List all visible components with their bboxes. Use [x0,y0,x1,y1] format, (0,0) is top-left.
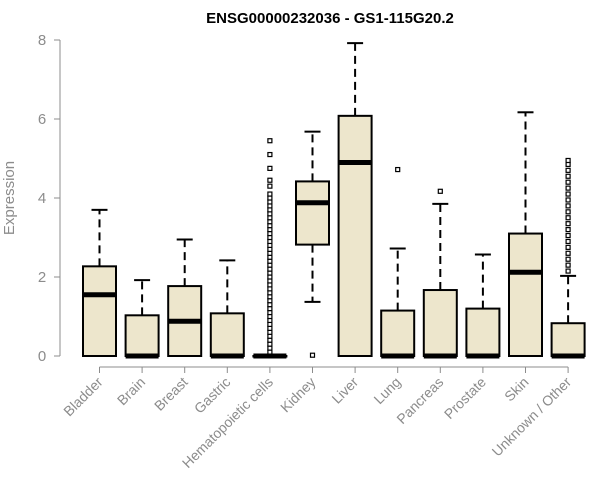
x-tick-label: Bladder [60,374,106,420]
outlier-point [565,197,571,203]
x-tick-label: Breast [151,374,191,414]
outlier-point [565,157,571,164]
box-body [337,114,373,357]
outlier-point [267,138,273,144]
outlier-point [565,167,571,173]
box-body [422,289,458,357]
box-body [380,309,416,358]
outlier-point [565,227,571,233]
outlier-point [565,179,571,185]
outlier-point [437,188,443,194]
outlier-point [267,151,273,158]
box-pancreas [422,188,458,359]
y-axis-label: Expression [1,161,18,235]
x-tick-label: Pancreas [393,374,446,427]
y-tick-label: 4 [38,190,46,207]
box-body [550,322,586,357]
x-tick-label: Liver [328,374,361,407]
box-gastric [209,259,245,359]
outlier-point [565,256,571,262]
outlier-point [267,191,273,197]
outlier-point [395,166,401,173]
outlier-point [565,262,571,268]
x-tick-label: Brain [114,374,148,408]
y-tick-label: 0 [38,348,46,365]
outlier-point [267,177,273,183]
box-body [124,314,160,358]
outlier-point [565,191,571,197]
boxes-layer [82,42,586,359]
outlier-point [267,165,273,171]
outlier-point [565,173,571,179]
outlier-point [309,352,316,358]
outlier-point [565,268,571,274]
outlier-point [565,238,571,245]
box-skin [508,111,543,357]
box-body [508,232,543,357]
box-body [465,307,501,358]
box-bladder [82,208,117,357]
outlier-point [565,250,571,256]
y-tick-label: 6 [38,111,46,128]
outlier-point [565,221,571,227]
y-tick-label: 2 [38,269,46,286]
y-axis: 0 2 4 6 8 [38,32,61,365]
x-tick-label: Gastric [191,374,234,417]
y-tick-label: 8 [38,32,46,49]
box-liver [337,42,373,357]
box-kidney [295,130,330,358]
outlier-point [565,185,571,191]
x-tick-label: Skin [501,374,532,405]
box-breast [167,238,203,357]
box-brain [124,279,160,359]
box-body [82,265,117,357]
outlier-point [565,203,571,209]
box-hematopoietic-cells [252,138,288,359]
box-prostate [465,253,501,359]
outlier-point [565,232,571,239]
chart-title: ENSG00000232036 - GS1-115G20.2 [206,10,454,27]
outlier-point [565,244,571,250]
box-lung [380,166,416,359]
outlier-point [565,209,571,215]
x-tick-label: Unknown / Other [489,374,575,460]
x-tick-label: Prostate [441,374,489,422]
outlier-point [565,215,571,221]
box-unknown-other [550,157,586,359]
x-tick-label: Lung [370,374,403,407]
box-body [209,312,245,357]
outlier-point [267,183,273,189]
x-tick-label: Kidney [277,374,319,416]
box-body [295,180,330,246]
